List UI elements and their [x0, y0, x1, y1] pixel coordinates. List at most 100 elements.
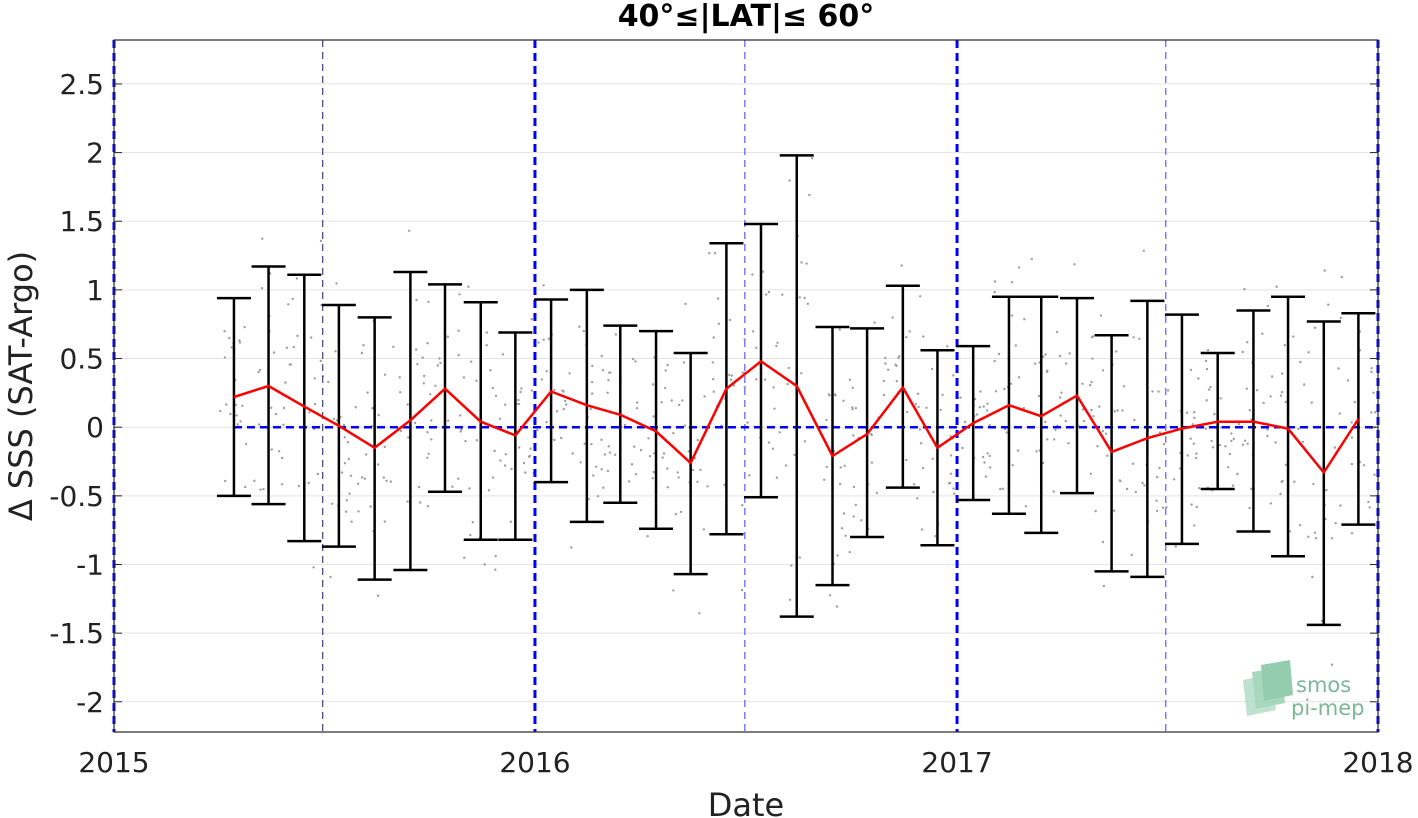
scatter-point: [912, 483, 916, 486]
scatter-point: [241, 404, 244, 408]
scatter-point: [672, 431, 675, 435]
scatter-point: [504, 453, 507, 456]
scatter-point: [828, 394, 831, 397]
y-tick-label: 2.5: [59, 68, 104, 101]
scatter-point: [1310, 401, 1313, 404]
scatter-point: [651, 477, 654, 480]
scatter-point: [436, 364, 439, 367]
scatter-point: [1205, 399, 1208, 402]
scatter-point: [371, 407, 374, 410]
scatter-point: [1068, 352, 1071, 355]
scatter-point: [284, 381, 287, 384]
scatter-point: [852, 434, 855, 437]
scatter-point: [329, 575, 332, 579]
scatter-point: [280, 456, 284, 460]
scatter-point: [776, 341, 779, 344]
scatter-point: [946, 345, 949, 348]
scatter-point: [1207, 388, 1211, 391]
scatter-point: [399, 429, 402, 433]
scatter-point: [1353, 401, 1357, 404]
scatter-point: [981, 455, 985, 459]
scatter-point: [487, 489, 491, 492]
scatter-point: [823, 478, 826, 481]
scatter-point: [295, 277, 299, 280]
scatter-point: [1307, 351, 1310, 354]
scatter-point: [729, 378, 733, 381]
scatter-point: [920, 442, 923, 445]
scatter-point: [1101, 429, 1105, 433]
scatter-point: [741, 371, 744, 374]
scatter-point: [398, 376, 401, 379]
scatter-point: [1044, 420, 1047, 424]
scatter-point: [882, 393, 886, 397]
scatter-point: [632, 357, 635, 361]
scatter-point: [852, 485, 856, 489]
scatter-point: [778, 431, 781, 434]
scatter-point: [711, 361, 714, 364]
scatter-point: [459, 414, 462, 417]
scatter-point: [406, 500, 409, 503]
scatter-point: [1230, 439, 1233, 443]
scatter-point: [334, 350, 337, 353]
scatter-point: [1091, 335, 1095, 338]
scatter-point: [918, 428, 921, 431]
scatter-point: [752, 330, 755, 333]
scatter-point: [1198, 486, 1201, 490]
scatter-point: [1301, 440, 1305, 444]
scatter-point: [316, 472, 320, 476]
scatter-point: [600, 438, 603, 441]
scatter-point: [225, 403, 228, 406]
scatter-point: [342, 423, 346, 427]
logo-text-pi-mep: pi-mep: [1291, 696, 1364, 720]
scatter-point: [1011, 464, 1014, 467]
scatter-point: [1280, 390, 1284, 394]
scatter-point: [1125, 487, 1129, 491]
scatter-point: [870, 433, 873, 437]
scatter-point: [639, 449, 643, 452]
scatter-point: [679, 510, 683, 514]
scatter-point: [571, 452, 574, 455]
scatter-point: [280, 483, 284, 486]
scatter-point: [415, 298, 418, 302]
scatter-point: [614, 333, 618, 336]
scatter-point: [509, 520, 512, 523]
scatter-point: [1333, 446, 1337, 449]
scatter-point: [884, 362, 887, 365]
scatter-point: [787, 366, 790, 370]
scatter-point: [313, 377, 316, 380]
scatter-point: [773, 407, 776, 410]
scatter-point: [603, 453, 606, 456]
scatter-point: [1122, 385, 1126, 388]
scatter-point: [1210, 439, 1213, 443]
scatter-point: [493, 449, 496, 453]
scatter-point: [426, 505, 430, 508]
scatter-point: [223, 356, 227, 359]
scatter-point: [646, 535, 649, 538]
scatter-point: [755, 378, 758, 381]
scatter-point: [417, 485, 421, 489]
scatter-point: [239, 420, 242, 423]
scatter-point: [806, 302, 810, 305]
scatter-point: [1279, 492, 1282, 496]
scatter-point: [426, 456, 429, 459]
scatter-point: [327, 380, 330, 384]
scatter-point: [308, 411, 311, 414]
scatter-point: [1034, 362, 1037, 365]
scatter-point: [666, 467, 669, 470]
scatter-point: [882, 379, 885, 383]
scatter-point: [1046, 369, 1049, 372]
scatter-point: [491, 386, 494, 390]
scatter-point: [884, 356, 887, 360]
scatter-point: [592, 474, 595, 477]
scatter-point: [1327, 303, 1330, 306]
scatter-point: [1193, 416, 1196, 420]
scatter-point: [470, 360, 473, 363]
scatter-point: [510, 467, 513, 471]
scatter-point: [891, 316, 894, 319]
scatter-point: [755, 346, 758, 349]
scatter-point: [919, 295, 922, 298]
scatter-point: [825, 465, 828, 469]
scatter-point: [678, 403, 681, 407]
scatter-point: [451, 485, 454, 488]
